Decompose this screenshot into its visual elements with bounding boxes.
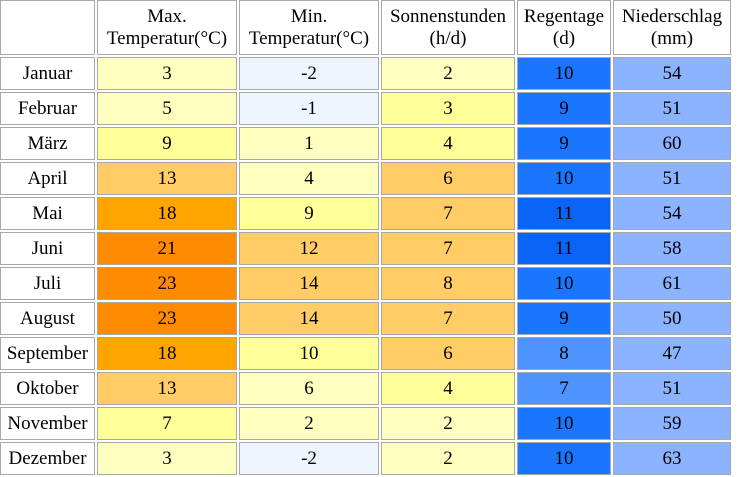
table-row: Mai 18 9 7 11 54: [0, 197, 731, 230]
month-cell: Februar: [0, 92, 95, 125]
precipitation-cell: 54: [613, 197, 731, 230]
min-temperature-cell: 14: [239, 267, 379, 300]
header-min-temperature: Min. Temperatur(°C): [239, 0, 379, 55]
min-temperature-cell: -2: [239, 442, 379, 475]
rain-days-cell: 9: [517, 127, 611, 160]
month-cell: März: [0, 127, 95, 160]
rain-days-cell: 8: [517, 337, 611, 370]
month-cell: September: [0, 337, 95, 370]
max-temperature-cell: 13: [97, 372, 237, 405]
max-temperature-cell: 23: [97, 267, 237, 300]
table-row: Januar 3 -2 2 10 54: [0, 57, 731, 90]
month-cell: Oktober: [0, 372, 95, 405]
min-temperature-cell: 2: [239, 407, 379, 440]
sun-hours-cell: 2: [381, 442, 515, 475]
month-cell: Juni: [0, 232, 95, 265]
rain-days-cell: 11: [517, 197, 611, 230]
month-cell: Januar: [0, 57, 95, 90]
sun-hours-cell: 6: [381, 162, 515, 195]
sun-hours-cell: 7: [381, 232, 515, 265]
rain-days-cell: 10: [517, 407, 611, 440]
max-temperature-cell: 13: [97, 162, 237, 195]
precipitation-cell: 63: [613, 442, 731, 475]
rain-days-cell: 10: [517, 267, 611, 300]
sun-hours-cell: 2: [381, 57, 515, 90]
precipitation-cell: 60: [613, 127, 731, 160]
min-temperature-cell: 9: [239, 197, 379, 230]
month-cell: Dezember: [0, 442, 95, 475]
rain-days-cell: 9: [517, 92, 611, 125]
precipitation-cell: 51: [613, 162, 731, 195]
month-cell: Mai: [0, 197, 95, 230]
month-cell: August: [0, 302, 95, 335]
precipitation-cell: 51: [613, 92, 731, 125]
rain-days-cell: 10: [517, 442, 611, 475]
sun-hours-cell: 3: [381, 92, 515, 125]
min-temperature-cell: 4: [239, 162, 379, 195]
precipitation-cell: 47: [613, 337, 731, 370]
max-temperature-cell: 3: [97, 57, 237, 90]
rain-days-cell: 11: [517, 232, 611, 265]
rain-days-cell: 10: [517, 162, 611, 195]
table-row: Oktober 13 6 4 7 51: [0, 372, 731, 405]
rain-days-cell: 9: [517, 302, 611, 335]
month-cell: November: [0, 407, 95, 440]
table-row: April 13 4 6 10 51: [0, 162, 731, 195]
min-temperature-cell: 1: [239, 127, 379, 160]
max-temperature-cell: 3: [97, 442, 237, 475]
sun-hours-cell: 4: [381, 127, 515, 160]
table-row: Februar 5 -1 3 9 51: [0, 92, 731, 125]
sun-hours-cell: 6: [381, 337, 515, 370]
sun-hours-cell: 7: [381, 197, 515, 230]
precipitation-cell: 51: [613, 372, 731, 405]
max-temperature-cell: 18: [97, 337, 237, 370]
max-temperature-cell: 5: [97, 92, 237, 125]
table-row: Juli 23 14 8 10 61: [0, 267, 731, 300]
precipitation-cell: 54: [613, 57, 731, 90]
month-cell: Juli: [0, 267, 95, 300]
max-temperature-cell: 7: [97, 407, 237, 440]
min-temperature-cell: 6: [239, 372, 379, 405]
sun-hours-cell: 8: [381, 267, 515, 300]
header-sun-hours: Sonnenstunden (h/d): [381, 0, 515, 55]
month-cell: April: [0, 162, 95, 195]
min-temperature-cell: 14: [239, 302, 379, 335]
header-rain-days: Regentage (d): [517, 0, 611, 55]
table-row: August 23 14 7 9 50: [0, 302, 731, 335]
max-temperature-cell: 21: [97, 232, 237, 265]
precipitation-cell: 58: [613, 232, 731, 265]
max-temperature-cell: 18: [97, 197, 237, 230]
min-temperature-cell: 12: [239, 232, 379, 265]
table-row: Dezember 3 -2 2 10 63: [0, 442, 731, 475]
rain-days-cell: 7: [517, 372, 611, 405]
table-row: Juni 21 12 7 11 58: [0, 232, 731, 265]
header-row: Max. Temperatur(°C) Min. Temperatur(°C) …: [0, 0, 731, 55]
table-row: November 7 2 2 10 59: [0, 407, 731, 440]
max-temperature-cell: 23: [97, 302, 237, 335]
precipitation-cell: 61: [613, 267, 731, 300]
max-temperature-cell: 9: [97, 127, 237, 160]
table-row: März 9 1 4 9 60: [0, 127, 731, 160]
precipitation-cell: 59: [613, 407, 731, 440]
precipitation-cell: 50: [613, 302, 731, 335]
min-temperature-cell: 10: [239, 337, 379, 370]
min-temperature-cell: -1: [239, 92, 379, 125]
sun-hours-cell: 7: [381, 302, 515, 335]
table-row: September 18 10 6 8 47: [0, 337, 731, 370]
sun-hours-cell: 2: [381, 407, 515, 440]
header-precipitation: Niederschlag (mm): [613, 0, 731, 55]
header-corner: [0, 0, 95, 55]
header-max-temperature: Max. Temperatur(°C): [97, 0, 237, 55]
rain-days-cell: 10: [517, 57, 611, 90]
sun-hours-cell: 4: [381, 372, 515, 405]
min-temperature-cell: -2: [239, 57, 379, 90]
